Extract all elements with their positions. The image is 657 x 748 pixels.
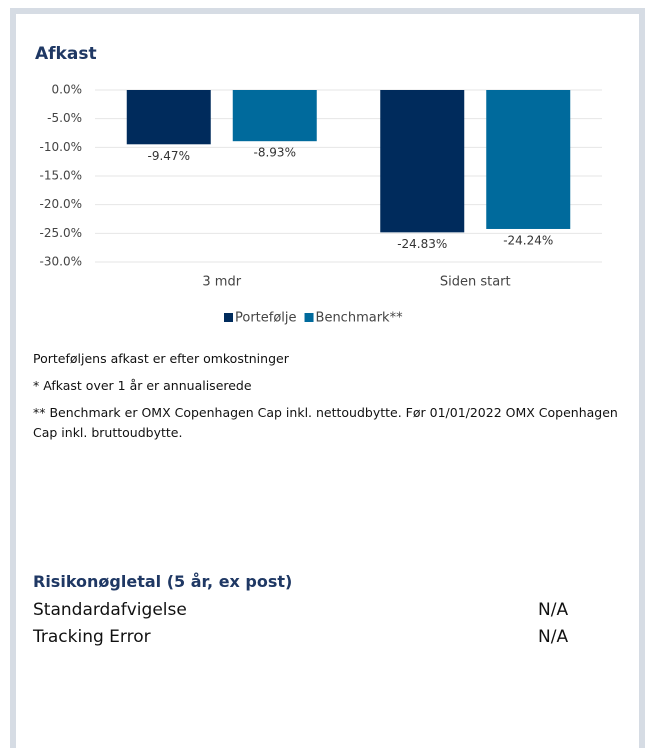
y-tick-label: -30.0% — [40, 255, 82, 269]
risk-title: Risikonøgletal (5 år, ex post) — [33, 572, 293, 591]
frame — [10, 8, 645, 748]
legend-label: Benchmark** — [316, 311, 404, 326]
risk-row: Tracking Error N/A — [33, 627, 593, 647]
chart: Afkast 0.0% -5.0% -10.0% -15.0% -20.0% -25.0%… — [35, 44, 602, 326]
y-tick-label: 0.0% — [52, 83, 83, 97]
legend-swatch — [224, 313, 233, 322]
risk-row: Standardafvigelse N/A — [33, 600, 593, 620]
risk-label: Standardafvigelse — [33, 600, 187, 620]
note: * Afkast over 1 år er annualiserede — [33, 378, 252, 393]
note: Porteføljens afkast er efter omkostninge… — [33, 351, 289, 366]
value-label: -8.93% — [254, 146, 296, 160]
legend-swatch — [304, 313, 314, 322]
y-tick-label: -20.0% — [40, 197, 82, 211]
y-tick-label: -25.0% — [40, 226, 82, 240]
risk-label: Tracking Error — [33, 627, 151, 647]
y-tick-label: -5.0% — [47, 111, 82, 125]
legend-label: Portefølje — [235, 311, 297, 326]
x-tick-label: Siden start — [440, 275, 511, 290]
value-label: -24.83% — [397, 237, 447, 251]
value-label: -9.47% — [148, 149, 190, 163]
risk-value: N/A — [538, 627, 569, 647]
bar — [380, 90, 465, 233]
bar — [232, 90, 317, 142]
note: ** Benchmark er OMX Copenhagen Cap inkl.… — [33, 405, 618, 440]
y-tick-label: -10.0% — [40, 140, 82, 154]
chart-title: Afkast — [35, 44, 97, 64]
bar — [126, 90, 211, 145]
risk-value: N/A — [538, 600, 569, 620]
value-label: -24.24% — [503, 233, 553, 247]
bar — [486, 90, 571, 229]
y-tick-label: -15.0% — [40, 169, 82, 183]
x-tick-label: 3 mdr — [202, 275, 241, 290]
